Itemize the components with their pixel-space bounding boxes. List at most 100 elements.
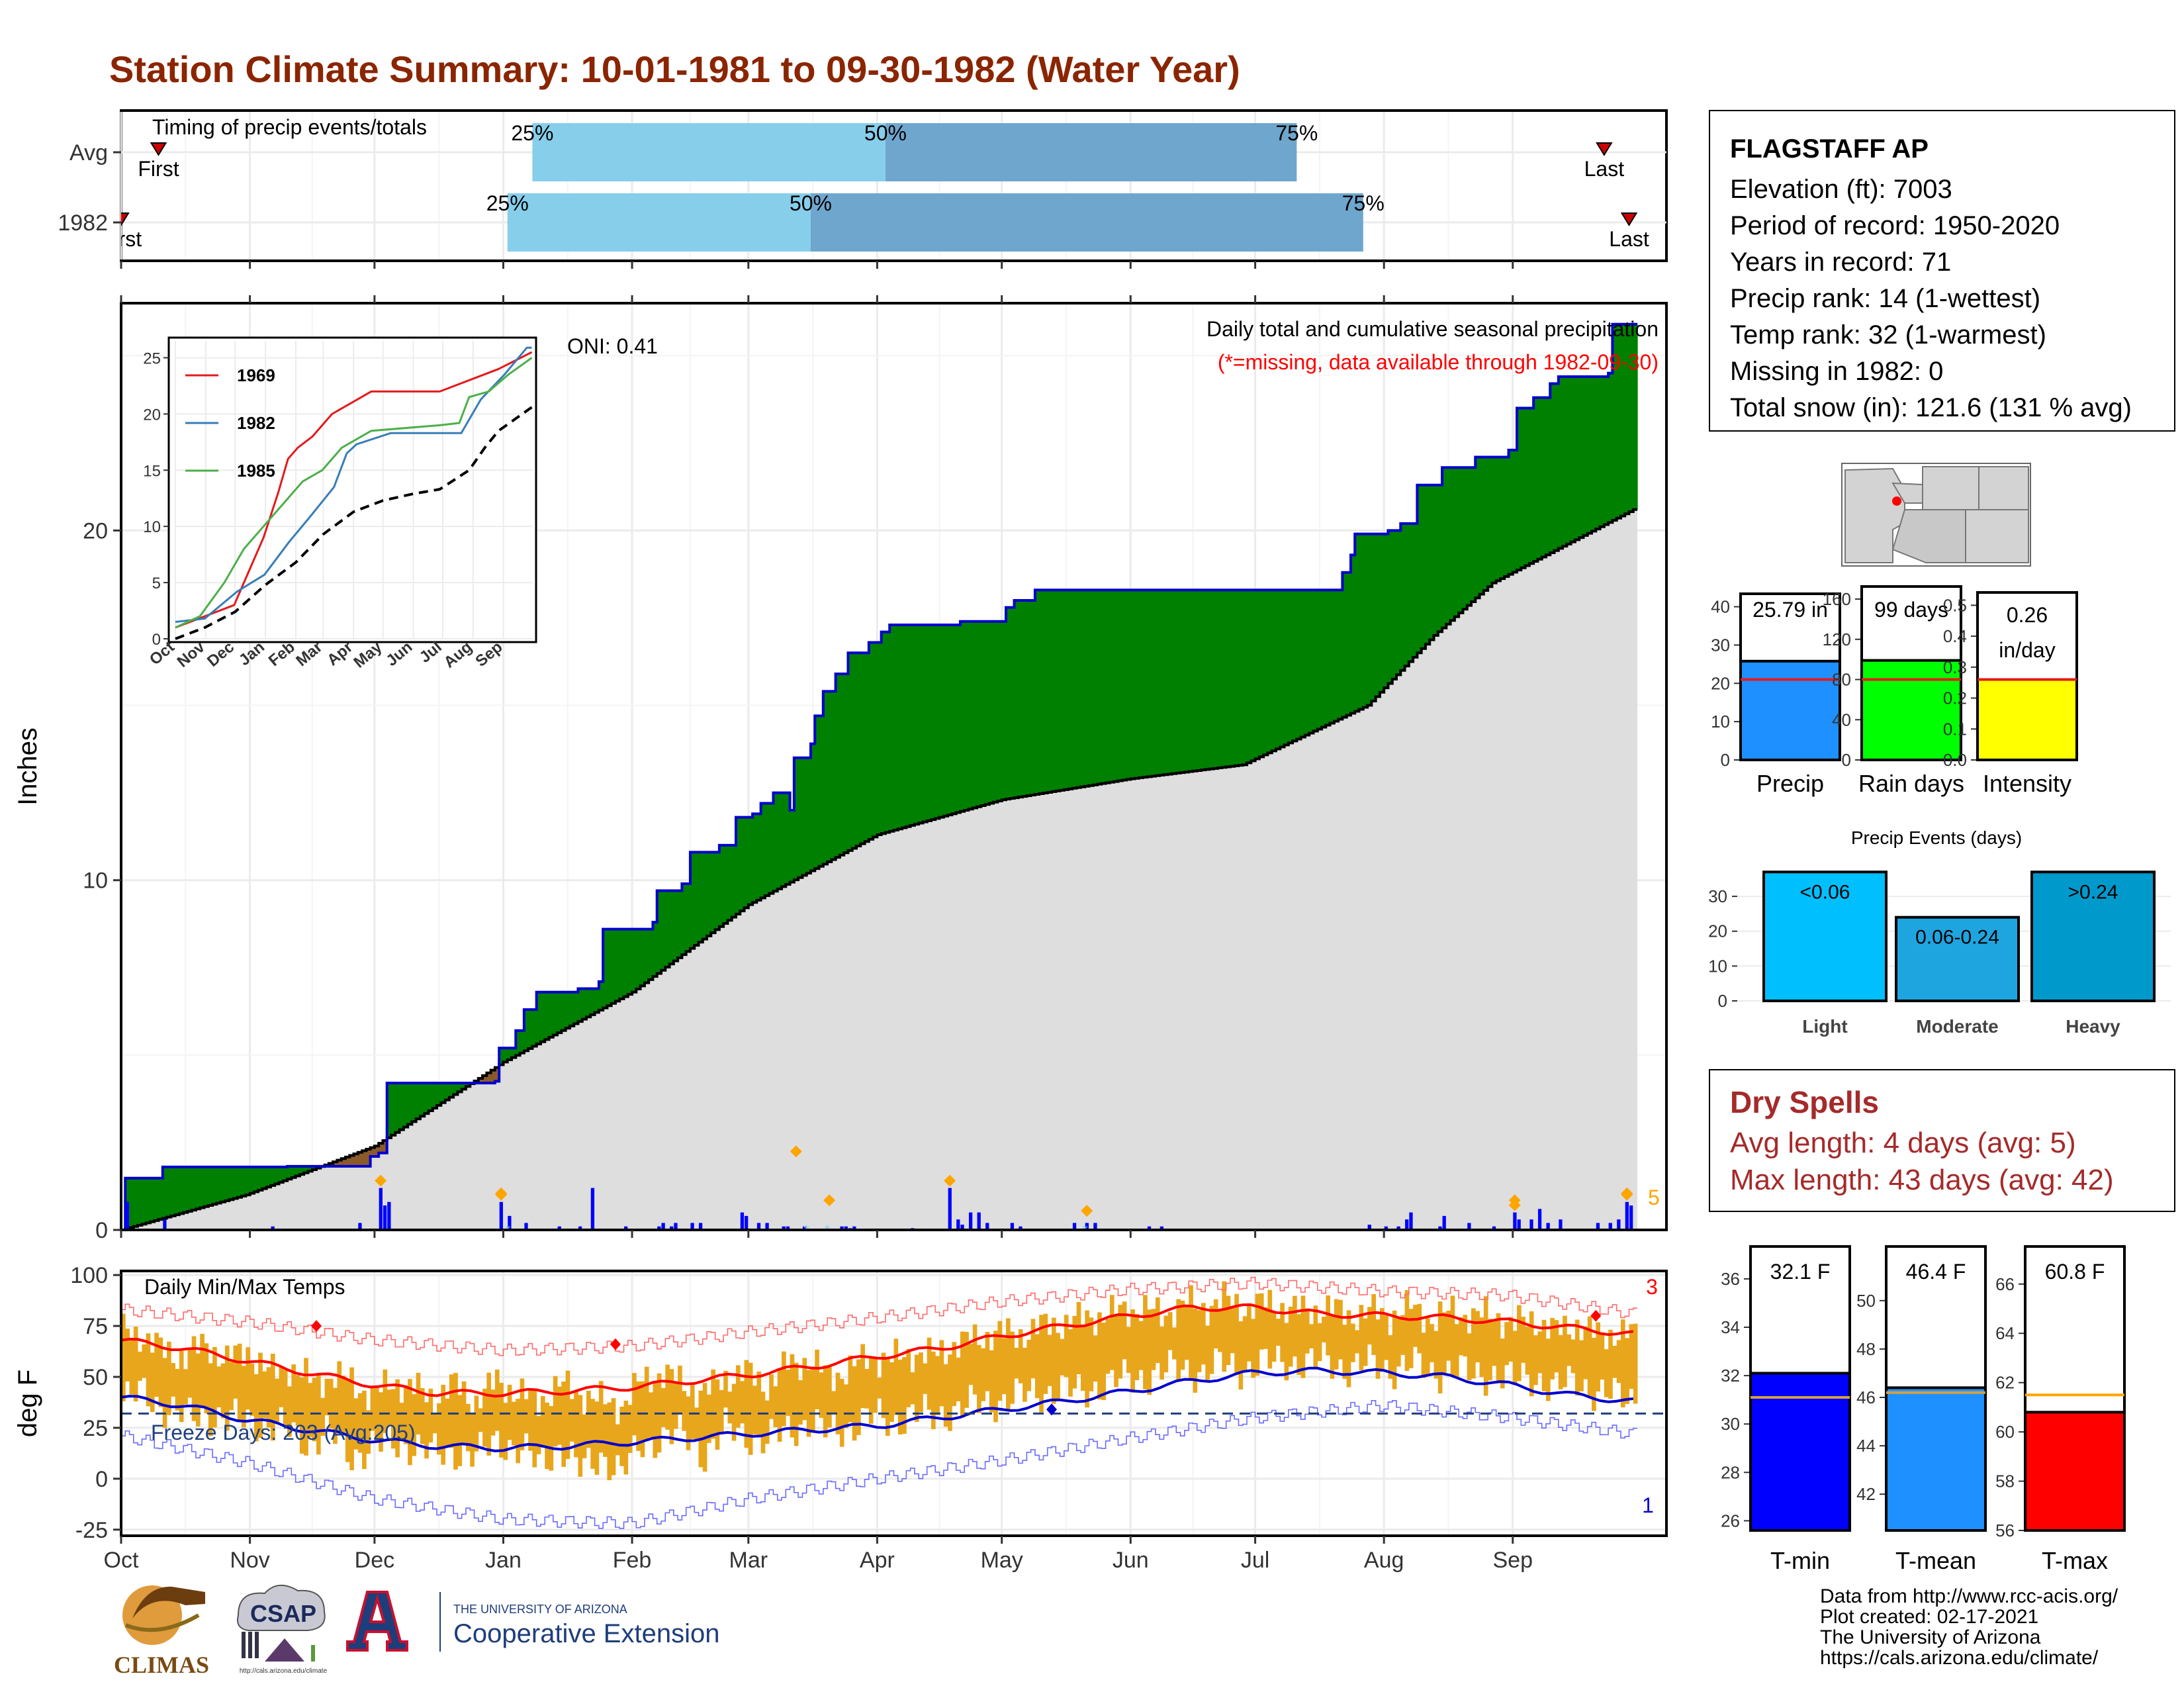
- above-normal-fill: [187, 1166, 193, 1211]
- daily-temp-range-bar: [1230, 1306, 1235, 1354]
- summary-y-tick-label: 0.4: [1943, 626, 1967, 646]
- summary-value-bar: [1976, 678, 2078, 761]
- above-normal-fill: [1010, 607, 1015, 799]
- daily-temp-range-bar: [1500, 1338, 1505, 1389]
- above-normal-fill: [1047, 590, 1052, 792]
- daily-temp-range-bar: [1517, 1305, 1522, 1382]
- map-state-ut-co: [1922, 466, 1979, 510]
- above-normal-fill: [420, 1083, 425, 1117]
- daily-temp-range-bar: [1541, 1319, 1547, 1391]
- above-normal-fill: [1172, 590, 1177, 774]
- daily-temp-range-bar: [1001, 1338, 1007, 1395]
- above-normal-fill: [1346, 572, 1351, 716]
- heavy-event-marker: [1508, 1194, 1521, 1207]
- above-normal-fill: [565, 992, 570, 1029]
- daily-temp-range-bar: [1459, 1317, 1463, 1356]
- daily-temp-range-bar: [482, 1388, 487, 1447]
- daily-temp-range-bar: [1446, 1310, 1451, 1361]
- above-normal-fill: [794, 757, 799, 880]
- daily-temp-range-bar: [138, 1351, 142, 1381]
- above-normal-fill: [1392, 530, 1397, 679]
- above-normal-fill: [1512, 449, 1518, 573]
- above-normal-fill: [295, 1166, 300, 1176]
- above-normal-fill: [619, 929, 625, 999]
- daily-temp-range-bar: [1309, 1324, 1314, 1348]
- summary-panel-label: Intensity: [1983, 770, 2071, 797]
- above-normal-fill: [839, 674, 844, 855]
- daily-temp-range-bar: [598, 1381, 604, 1453]
- daily-temp-range-bar: [827, 1367, 832, 1428]
- daily-temp-range-bar: [1596, 1322, 1600, 1392]
- events-bar: [2030, 870, 2156, 1003]
- daily-temp-range-bar: [919, 1352, 923, 1413]
- daily-temp-range-bar: [545, 1402, 549, 1470]
- temps-ylabel: deg F: [13, 1370, 42, 1437]
- y-tick-label: 0: [95, 1467, 108, 1492]
- daily-temp-range-bar: [549, 1406, 554, 1471]
- daily-temp-range-bar: [1167, 1312, 1173, 1350]
- summary-y-tick-label: 50: [1856, 1291, 1876, 1311]
- daily-temp-range-bar: [756, 1371, 762, 1435]
- above-normal-fill: [956, 625, 961, 813]
- above-normal-fill: [1309, 590, 1314, 733]
- above-normal-fill: [291, 1166, 296, 1178]
- summary-panel-label: T-mean: [1895, 1547, 1976, 1574]
- daily-temp-range-bar: [494, 1369, 500, 1431]
- inset-frame: [167, 336, 537, 643]
- below-normal-fill: [374, 1146, 379, 1157]
- daily-precip-bar: [358, 1223, 362, 1230]
- above-normal-fill: [1541, 397, 1547, 557]
- below-normal-fill: [379, 1143, 384, 1153]
- daily-temp-range-bar: [802, 1358, 807, 1421]
- station-years: Years in record: 71: [1730, 248, 1952, 277]
- above-normal-fill: [860, 653, 866, 844]
- above-normal-fill: [644, 929, 649, 983]
- above-normal-fill: [1608, 373, 1614, 523]
- daily-precip-bar: [508, 1215, 512, 1230]
- location-map: [1841, 463, 2031, 567]
- daily-temp-range-bar: [578, 1395, 583, 1477]
- above-normal-fill: [1189, 590, 1194, 772]
- above-normal-fill: [1259, 590, 1264, 757]
- daily-precip-bar: [1442, 1215, 1446, 1230]
- daily-temp-range-bar: [1454, 1324, 1459, 1378]
- daily-temp-range-bar: [698, 1390, 704, 1468]
- above-normal-fill: [1072, 590, 1077, 788]
- daily-temp-range-bar: [649, 1392, 653, 1438]
- daily-temp-range-bar: [727, 1391, 733, 1424]
- daily-temp-range-bar: [1226, 1295, 1231, 1366]
- daily-precip-bar: [1384, 1226, 1388, 1230]
- daily-temp-range-bar: [931, 1351, 936, 1430]
- above-normal-fill: [1388, 530, 1393, 684]
- daily-temp-range-bar: [868, 1357, 874, 1424]
- above-normal-fill: [499, 1048, 504, 1065]
- daily-temp-range-bar: [690, 1385, 695, 1439]
- last-event-marker: [1596, 142, 1613, 156]
- above-normal-fill: [1180, 590, 1185, 773]
- summary-y-tick-label: 64: [1995, 1323, 2015, 1343]
- above-normal-fill: [939, 625, 944, 818]
- daily-temp-range-bar: [902, 1357, 907, 1434]
- daily-temp-range-bar: [437, 1403, 441, 1455]
- above-normal-fill: [212, 1166, 217, 1205]
- above-normal-fill: [574, 992, 579, 1024]
- above-normal-fill: [607, 929, 612, 1006]
- daily-temp-range-bar: [823, 1365, 828, 1438]
- above-normal-fill: [262, 1166, 267, 1189]
- first-event-label: First: [101, 227, 142, 251]
- above-normal-fill: [782, 792, 786, 887]
- daily-temp-range-bar: [1371, 1294, 1377, 1355]
- summary-y-tick-label: 0.5: [1943, 595, 1967, 615]
- above-normal-fill: [1014, 600, 1019, 798]
- above-normal-fill: [171, 1166, 176, 1216]
- above-normal-fill: [578, 988, 583, 1022]
- daily-precip-bar: [968, 1212, 973, 1230]
- daily-temp-range-bar: [270, 1354, 275, 1441]
- above-normal-fill: [985, 621, 990, 805]
- daily-temp-range-bar: [603, 1404, 608, 1457]
- daily-temp-range-bar: [956, 1357, 961, 1402]
- above-normal-fill: [981, 621, 986, 806]
- above-normal-fill: [1488, 457, 1492, 587]
- daily-temp-range-bar: [345, 1379, 350, 1462]
- above-normal-fill: [914, 625, 919, 825]
